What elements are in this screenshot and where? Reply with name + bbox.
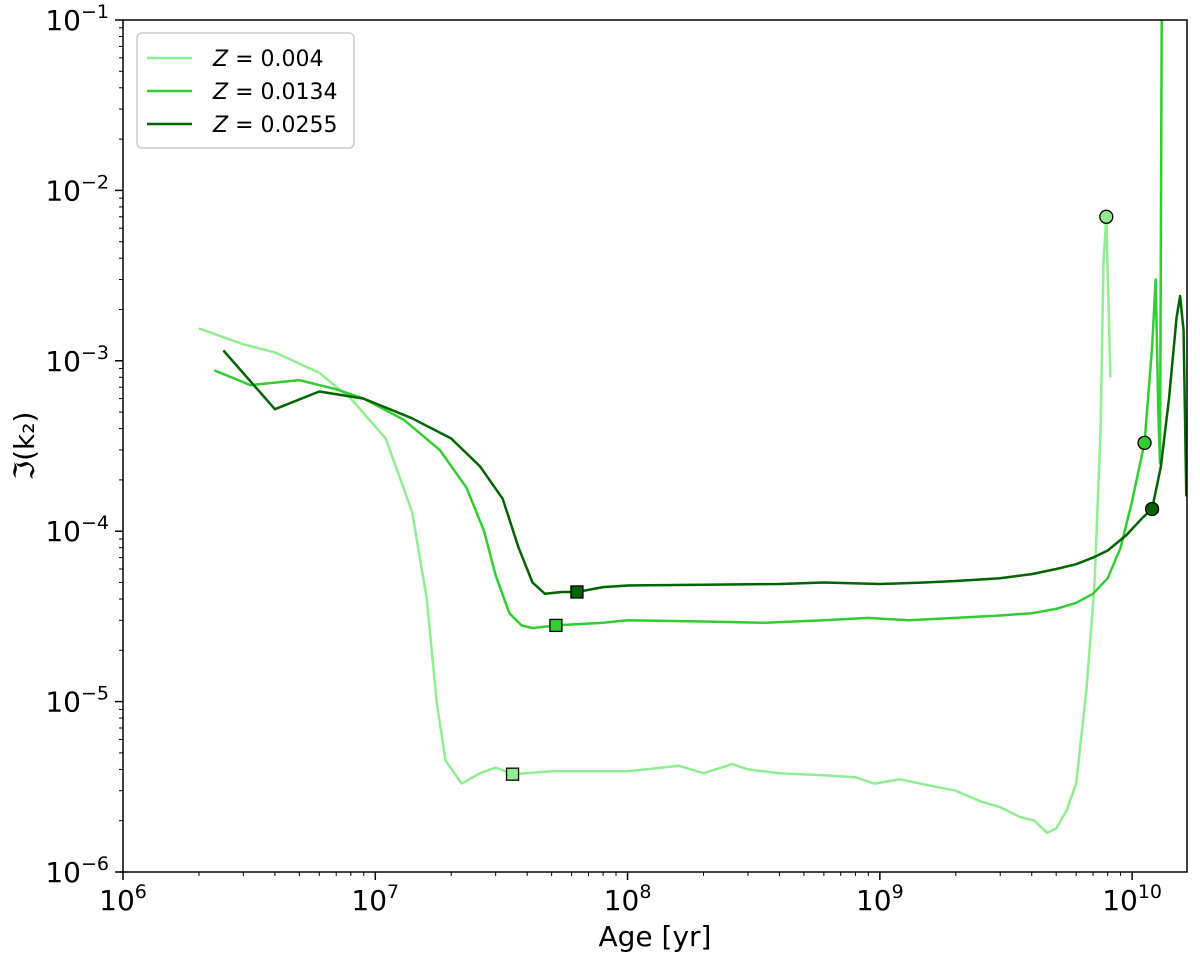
x-tick-label: 108 — [604, 881, 652, 917]
legend-label: Z = 0.0134 — [212, 80, 337, 105]
square-marker-2 — [570, 585, 584, 599]
y-tick-label: 10−6 — [45, 853, 109, 889]
y-tick-label: 10−2 — [45, 171, 109, 207]
x-axis-label: Age [yr] — [599, 920, 712, 953]
x-tick-label: 1010 — [1102, 881, 1162, 917]
square-marker-0 — [505, 767, 520, 781]
y-axis: 10−6 10−5 10−4 10−3 10−2 10−1 — [45, 1, 123, 889]
y-tick-label: 10−5 — [45, 683, 109, 719]
y-tick-label: 10−1 — [45, 1, 109, 37]
y-tick-label: 10−4 — [45, 512, 109, 548]
y-tick-label: 10−3 — [45, 342, 109, 378]
series-line-2 — [222, 294, 1187, 595]
legend: Z = 0.004 Z = 0.0134 Z = 0.0255 — [136, 32, 355, 149]
circle-marker-1 — [1137, 435, 1152, 450]
circle-marker-0 — [1099, 209, 1114, 224]
legend-box — [136, 32, 355, 149]
series-layer — [198, 20, 1187, 834]
x-tick-label: 107 — [351, 881, 399, 917]
x-axis: 106 107 108 109 1010 — [99, 872, 1162, 917]
series-line-1 — [213, 20, 1163, 630]
marker-layer — [505, 209, 1160, 781]
x-tick-label: 109 — [856, 881, 904, 917]
legend-label: Z = 0.0255 — [212, 113, 337, 138]
square-marker-1 — [549, 618, 563, 633]
circle-marker-2 — [1144, 501, 1160, 517]
legend-label: Z = 0.004 — [212, 47, 323, 72]
plot-frame — [122, 19, 1188, 873]
series-line-0 — [198, 215, 1112, 834]
x-tick-label: 106 — [99, 881, 147, 917]
y-axis-label: ℑ(k₂) — [8, 412, 41, 481]
